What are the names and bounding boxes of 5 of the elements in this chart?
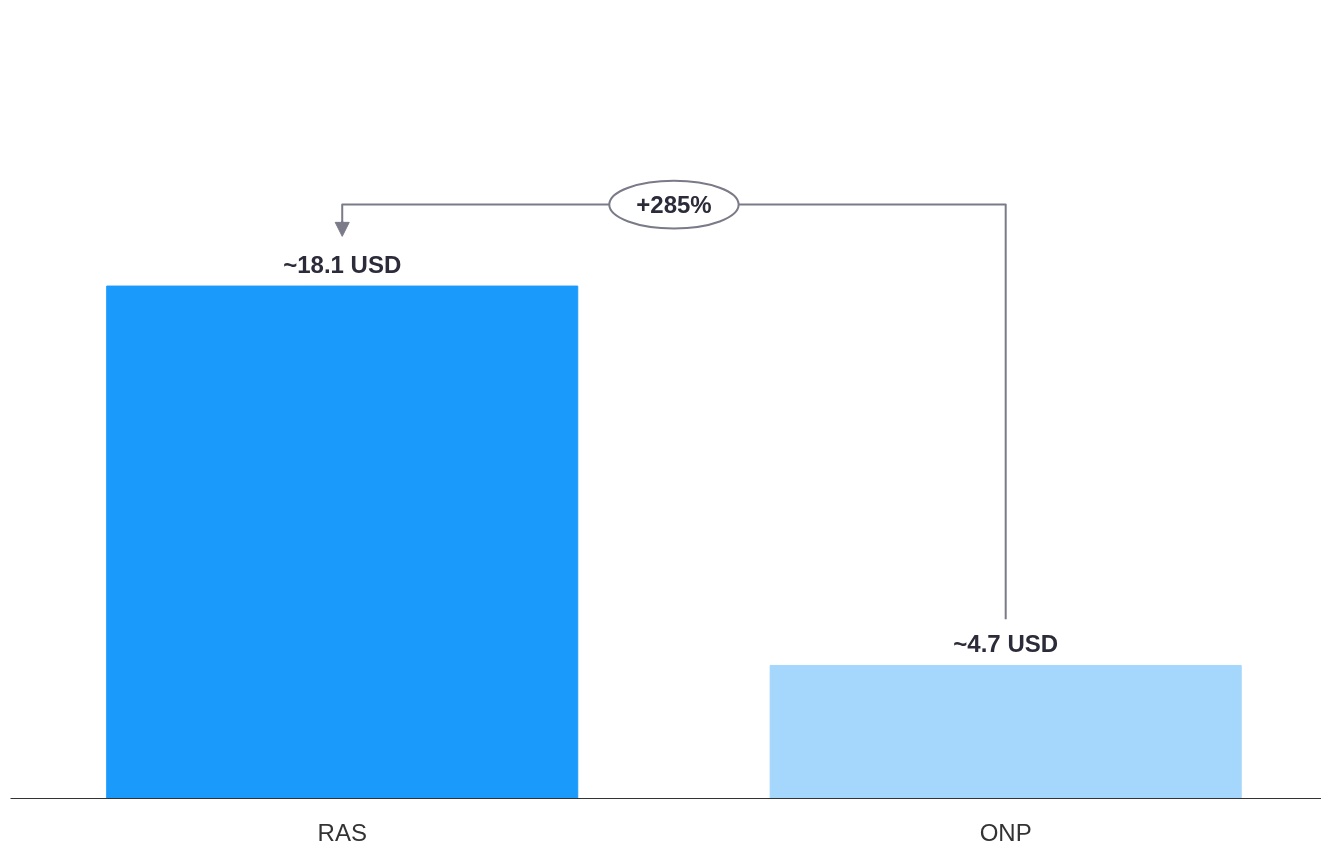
x-tick-label: ONP xyxy=(979,818,1032,846)
text: +285% xyxy=(636,191,712,219)
data-label: ~4.7 USD xyxy=(953,630,1059,658)
x-tick-label: RAS xyxy=(317,818,367,846)
data-label: ~18.1 USD xyxy=(283,251,402,279)
